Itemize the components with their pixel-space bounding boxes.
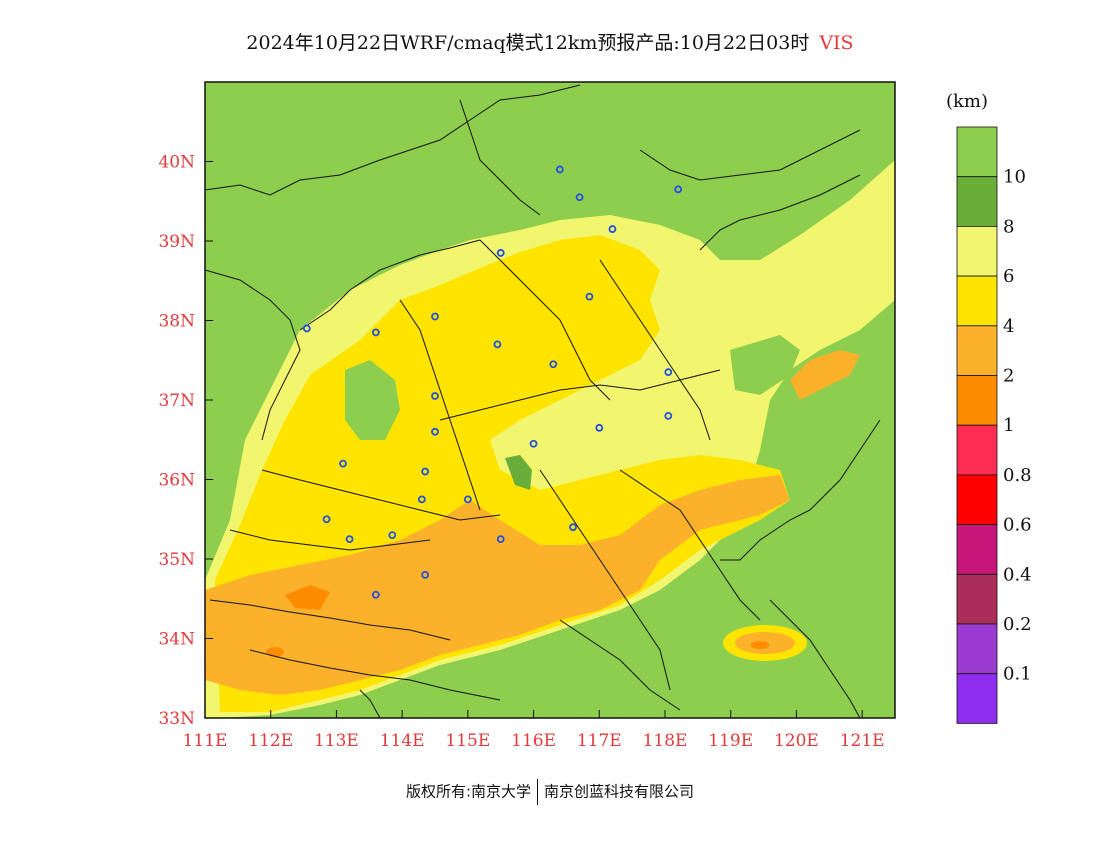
city-marker — [417, 495, 426, 504]
city-marker — [493, 340, 502, 349]
x-tick-label: 111E — [183, 731, 228, 751]
city-marker — [496, 249, 505, 257]
legend-swatch — [956, 126, 998, 178]
legend-swatch — [956, 524, 998, 575]
x-tick-label: 121E — [840, 731, 885, 751]
legend-label: 1 — [1003, 415, 1014, 436]
city-marker — [549, 360, 558, 369]
city-marker — [345, 535, 354, 544]
x-axis: 111E 112E 113E 114E 115E 116E 117E 118E 119E 120E… — [183, 710, 885, 751]
legend-label: 0.8 — [1003, 465, 1032, 486]
legend-label: 0.1 — [1003, 664, 1032, 685]
footer-separator — [537, 779, 539, 805]
legend-swatch — [956, 375, 998, 426]
city-marker — [555, 165, 564, 174]
contour-1km-se — [751, 641, 769, 649]
map-title: 2024年10月22日WRF/cmaq模式12km预报产品:10月22日03时 V… — [0, 28, 1100, 55]
city-marker — [302, 324, 311, 333]
city-marker — [529, 439, 538, 448]
city-marker — [608, 225, 617, 233]
legend-label: 0.6 — [1003, 515, 1032, 536]
map-title-text: 2024年10月22日WRF/cmaq模式12km预报产品:10月22日03时 — [246, 32, 810, 54]
legend-swatch — [956, 424, 998, 476]
x-tick-label: 116E — [511, 731, 556, 751]
x-tick-label: 114E — [380, 731, 425, 751]
copyright-text: 版权所有:南京大学 — [405, 782, 532, 801]
city-marker — [388, 531, 397, 540]
legend-swatch — [956, 176, 998, 227]
legend-swatch — [956, 673, 998, 724]
city-marker — [595, 423, 604, 432]
contour-1km — [285, 585, 330, 610]
legend-label: 8 — [1003, 216, 1014, 237]
legend-swatch — [956, 275, 998, 327]
color-legend: 10 8 6 4 2 1 0.8 0.6 0.4 0.2 0.1 — [956, 126, 1032, 724]
y-tick-label: 39N — [158, 232, 195, 252]
city-marker — [664, 411, 673, 420]
legend-unit: (km) — [946, 91, 988, 112]
legend-label: 10 — [1003, 167, 1026, 188]
y-tick-label: 40N — [158, 153, 195, 173]
x-tick-label: 119E — [708, 731, 753, 751]
city-marker — [674, 185, 683, 194]
x-tick-label: 120E — [774, 731, 819, 751]
contour-10km-mountain — [345, 360, 400, 440]
city-marker — [421, 571, 430, 579]
city-marker — [569, 523, 577, 532]
y-tick-label: 33N — [158, 709, 195, 729]
legend-swatch — [956, 225, 998, 277]
legend-swatch — [956, 474, 998, 525]
legend-label: 0.4 — [1003, 564, 1032, 585]
x-tick-label: 113E — [314, 731, 359, 751]
footer: 版权所有:南京大学 南京创蓝科技有限公司 — [0, 779, 1100, 805]
y-tick-label: 38N — [158, 312, 195, 332]
legend-swatch — [956, 573, 998, 625]
city-marker — [322, 515, 331, 524]
city-markers — [302, 165, 683, 599]
city-marker — [371, 590, 380, 599]
contour-2km-coast — [790, 350, 860, 400]
city-marker — [339, 459, 347, 468]
map-variable: VIS — [819, 32, 854, 54]
city-marker — [575, 193, 584, 202]
city-marker — [585, 292, 594, 301]
y-tick-label: 37N — [158, 391, 195, 411]
contour-10km-east — [730, 335, 800, 395]
city-marker — [421, 467, 430, 476]
x-tick-label: 115E — [445, 731, 490, 751]
legend-label: 2 — [1003, 366, 1014, 387]
contour-8km-mountain — [505, 455, 532, 490]
y-tick-label: 35N — [158, 550, 195, 570]
city-marker — [371, 328, 380, 337]
legend-label: 4 — [1003, 316, 1014, 337]
city-marker — [431, 312, 439, 321]
x-tick-label: 112E — [248, 731, 293, 751]
city-marker — [431, 427, 439, 436]
y-axis: 33N 34N 35N 36N 37N 38N 39N 40N — [158, 153, 213, 729]
city-marker — [496, 535, 505, 544]
city-marker — [664, 368, 673, 377]
company-text: 南京创蓝科技有限公司 — [544, 782, 695, 801]
map-plot-area — [205, 82, 895, 718]
x-tick-label: 118E — [643, 731, 688, 751]
legend-swatch — [956, 623, 998, 675]
contour-2km — [205, 475, 790, 695]
boundary-lines — [205, 84, 881, 718]
city-marker — [463, 495, 472, 504]
city-marker — [431, 392, 439, 400]
y-tick-label: 36N — [158, 471, 195, 491]
legend-label: 6 — [1003, 266, 1014, 287]
legend-label: 0.2 — [1003, 614, 1032, 635]
y-tick-label: 34N — [158, 630, 195, 650]
legend-swatch — [956, 325, 998, 376]
x-tick-label: 117E — [577, 731, 622, 751]
contour-1km-b — [266, 647, 284, 657]
